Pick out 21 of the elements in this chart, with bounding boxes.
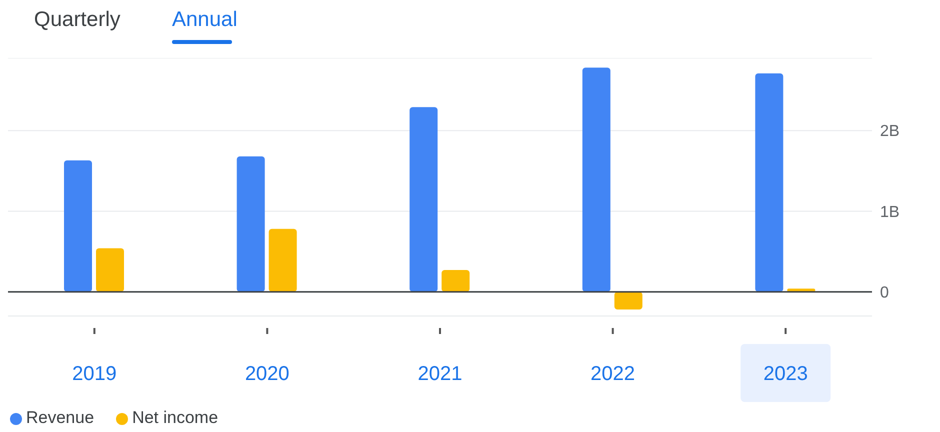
bar bbox=[268, 228, 297, 292]
bar bbox=[582, 68, 610, 292]
bar bbox=[64, 160, 92, 292]
x-tick-label: 2020 bbox=[244, 363, 290, 385]
bar bbox=[755, 73, 784, 292]
text: Annual bbox=[172, 8, 238, 33]
legend-label: Revenue bbox=[26, 408, 94, 427]
bar bbox=[96, 248, 124, 292]
legend-label: Net income bbox=[132, 408, 218, 427]
x-tick-label: 2022 bbox=[590, 363, 636, 385]
y-tick-label: 0 bbox=[880, 284, 889, 302]
x-tick-label: 2019 bbox=[72, 363, 117, 385]
bar bbox=[236, 156, 265, 292]
x-tick-label: 2023 bbox=[763, 363, 808, 385]
y-tick-label: 1B bbox=[880, 204, 900, 221]
bar bbox=[410, 107, 438, 292]
bar bbox=[614, 292, 642, 310]
y-tick-label: 2B bbox=[880, 123, 900, 140]
text: Quarterly bbox=[34, 8, 120, 32]
bar bbox=[442, 270, 470, 292]
x-tick-label: 2021 bbox=[418, 363, 462, 385]
